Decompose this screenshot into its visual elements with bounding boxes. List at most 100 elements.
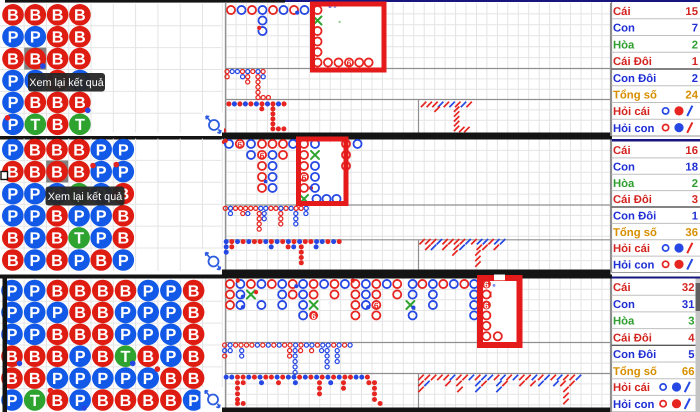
svg-text:Tổng số: Tổng số [613,226,657,239]
svg-text:P: P [8,116,19,134]
svg-text:6: 6 [260,150,265,160]
svg-text:B: B [117,208,129,226]
svg-text:P: P [8,29,19,47]
svg-text:B: B [52,348,64,366]
svg-text:Hỏi con: Hỏi con [613,260,655,272]
svg-text:P: P [29,282,40,300]
svg-text:Xem lại kết quả: Xem lại kết quả [29,77,103,89]
svg-text:B: B [52,29,64,47]
svg-text:B: B [74,304,86,322]
svg-text:P: P [7,282,18,300]
svg-text:6: 6 [484,280,489,290]
svg-text:P: P [96,141,107,159]
svg-text:P: P [8,72,19,90]
svg-text:P: P [29,208,40,226]
svg-text:P: P [75,348,86,366]
svg-text:Cái Đôi: Cái Đôi [613,56,652,68]
svg-text:B: B [188,348,200,366]
svg-text:B: B [97,348,109,366]
svg-text:Con: Con [613,23,635,35]
svg-text:B: B [95,252,107,270]
svg-text:Con: Con [613,299,635,311]
svg-text:B: B [74,326,86,344]
svg-text:32: 32 [682,282,695,294]
svg-text:Cái Đôi: Cái Đôi [613,332,652,344]
svg-text:P: P [74,252,85,270]
svg-text:15: 15 [685,6,698,18]
svg-text:6: 6 [347,58,352,68]
svg-text:Tổng số: Tổng số [613,89,657,102]
svg-text:B: B [188,370,200,388]
svg-text:B: B [73,141,85,159]
svg-text:B: B [7,163,19,181]
svg-text:B: B [29,348,41,366]
svg-text:B: B [52,282,64,300]
svg-text:B: B [29,50,41,68]
svg-text:B: B [52,392,64,410]
svg-text:B: B [29,370,41,388]
svg-text:B: B [74,94,86,112]
svg-text:Cái: Cái [613,282,631,294]
svg-text:Hòa: Hòa [613,178,635,190]
svg-text:B: B [74,50,86,68]
svg-text:B: B [165,392,177,410]
svg-text:B: B [142,348,154,366]
svg-text:Con Đôi: Con Đôi [613,349,656,361]
svg-text:P: P [165,304,176,322]
svg-text:Cái: Cái [613,145,631,157]
svg-text:P: P [7,392,18,410]
svg-text:Hòa: Hòa [613,39,635,51]
svg-text:B: B [97,282,109,300]
svg-text:Hỏi cái: Hỏi cái [613,106,650,118]
svg-text:P: P [143,326,154,344]
svg-text:P: P [165,348,176,366]
svg-text:P: P [29,186,40,204]
svg-text:P: P [143,370,154,388]
svg-text:P: P [7,141,18,159]
svg-text:B: B [52,116,64,134]
svg-text:B: B [52,50,64,68]
svg-text:Hỏi con: Hỏi con [613,123,655,135]
svg-text:B: B [188,326,200,344]
svg-text:T: T [121,348,131,366]
svg-text:7: 7 [692,23,698,35]
svg-text:Hỏi cái: Hỏi cái [613,382,650,394]
svg-text:B: B [51,141,63,159]
svg-text:P: P [29,252,40,270]
svg-text:1: 1 [692,56,698,68]
svg-text:B: B [29,94,41,112]
svg-text:B: B [165,370,177,388]
svg-text:T: T [75,116,85,134]
svg-text:Hỏi cái: Hỏi cái [613,243,650,255]
svg-text:B: B [97,392,109,410]
svg-text:Cái Đôi: Cái Đôi [613,194,652,206]
svg-text:P: P [120,326,131,344]
svg-text:P: P [96,208,107,226]
svg-text:1: 1 [692,211,698,223]
svg-text:T: T [74,230,84,248]
svg-text:6: 6 [311,311,316,321]
svg-text:P: P [7,186,18,204]
svg-text:16: 16 [685,145,698,157]
svg-text:6: 6 [237,139,242,149]
svg-text:P: P [30,29,41,47]
svg-text:P: P [118,163,129,181]
svg-text:P: P [188,392,199,410]
svg-text:P: P [165,282,176,300]
svg-text:2: 2 [692,39,698,51]
svg-text:36: 36 [685,227,698,239]
svg-text:B: B [29,163,41,181]
svg-text:B: B [51,163,63,181]
svg-text:B: B [120,282,132,300]
svg-text:B: B [29,141,41,159]
svg-text:3: 3 [688,316,694,328]
svg-text:P: P [120,370,131,388]
svg-text:P: P [29,230,40,248]
svg-text:P: P [118,252,129,270]
svg-text:B: B [74,7,86,25]
svg-text:B: B [74,29,86,47]
svg-text:P: P [143,304,154,322]
svg-text:Con: Con [613,162,635,174]
svg-text:P: P [75,392,86,410]
svg-text:Con Đôi: Con Đôi [613,211,656,223]
